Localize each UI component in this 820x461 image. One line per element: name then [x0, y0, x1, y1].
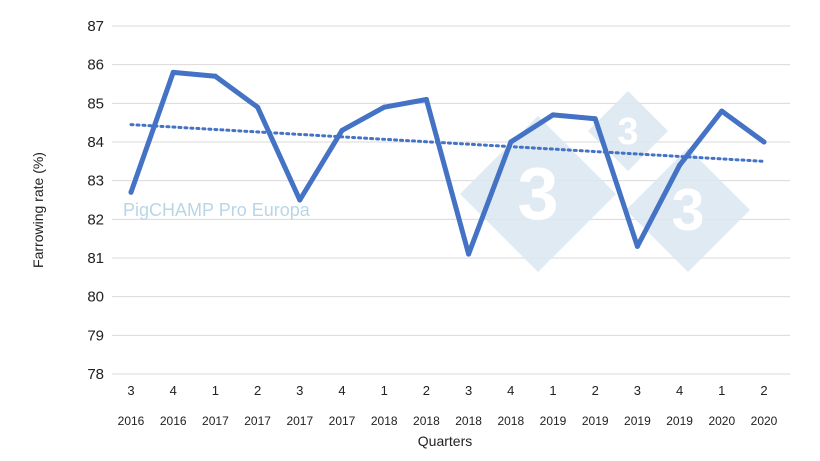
data-point — [170, 69, 176, 75]
trendline — [129, 123, 766, 163]
data-point — [550, 112, 556, 118]
x-tick-year: 2018 — [371, 414, 398, 428]
watermark-glyph: 3 — [517, 152, 558, 235]
y-tick-label: 79 — [87, 327, 104, 344]
x-tick-year: 2017 — [329, 414, 356, 428]
x-tick-year: 2016 — [160, 414, 187, 428]
x-tick-quarter: 2 — [760, 383, 767, 398]
y-tick-label: 86 — [87, 57, 104, 74]
x-tick-year: 2017 — [202, 414, 229, 428]
data-point — [508, 139, 514, 145]
data-point — [761, 139, 767, 145]
data-point — [128, 189, 134, 195]
x-tick-quarter: 2 — [423, 383, 430, 398]
watermark-diamond — [626, 148, 750, 272]
x-tick-year: 2019 — [624, 414, 651, 428]
y-axis-title: Farrowing rate (%) — [30, 152, 46, 268]
x-tick-quarter: 1 — [381, 383, 388, 398]
y-tick-label: 78 — [87, 366, 104, 383]
y-tick-label: 82 — [87, 211, 104, 228]
x-tick-quarter: 4 — [170, 383, 177, 398]
y-tick-label: 80 — [87, 289, 104, 306]
x-tick-year: 2020 — [708, 414, 735, 428]
series-line — [128, 69, 767, 257]
x-tick-quarter: 3 — [634, 383, 641, 398]
x-tick-quarter: 2 — [592, 383, 599, 398]
data-point — [255, 104, 261, 110]
data-point — [381, 104, 387, 110]
data-point — [677, 162, 683, 168]
watermark-glyph: 3 — [672, 177, 705, 243]
x-tick-year: 2018 — [455, 414, 482, 428]
x-tick-year: 2016 — [118, 414, 145, 428]
x-tick-quarter: 2 — [254, 383, 261, 398]
data-point — [297, 197, 303, 203]
x-tick-quarter: 4 — [676, 383, 683, 398]
watermark-text: PigCHAMP Pro Europa — [123, 200, 311, 220]
x-tick-quarter: 3 — [296, 383, 303, 398]
x-tick-year: 2018 — [497, 414, 524, 428]
x-tick-year: 2019 — [582, 414, 609, 428]
x-axis-title: Quarters — [418, 433, 472, 449]
y-tick-label: 83 — [87, 173, 104, 190]
data-point — [339, 127, 345, 133]
x-tick-quarter: 1 — [549, 383, 556, 398]
x-tick-quarter: 1 — [212, 383, 219, 398]
y-tick-label: 84 — [87, 134, 104, 151]
x-tick-year: 2017 — [286, 414, 313, 428]
watermark-glyph: 3 — [617, 111, 638, 153]
x-tick-year: 2020 — [751, 414, 778, 428]
data-point — [212, 73, 218, 79]
data-point — [592, 116, 598, 122]
x-tick-quarter: 4 — [338, 383, 345, 398]
x-tick-year: 2018 — [413, 414, 440, 428]
x-tick-labels: 3 2016 4 2016 1 2017 2 2017 3 2017 4 2017 1 2018 2 2018… — [118, 383, 778, 428]
data-point — [719, 108, 725, 114]
data-point — [466, 251, 472, 257]
x-tick-quarter: 4 — [507, 383, 514, 398]
watermark: 333 PigCHAMP Pro Europa — [123, 91, 750, 272]
y-tick-label: 87 — [87, 18, 104, 35]
y-tick-label: 81 — [87, 250, 104, 267]
watermark-diamond — [460, 116, 616, 272]
x-tick-year: 2019 — [540, 414, 567, 428]
watermark-logo-icon: 333 — [460, 91, 750, 272]
x-tick-year: 2017 — [244, 414, 271, 428]
x-tick-quarter: 3 — [127, 383, 134, 398]
data-point — [634, 243, 640, 249]
series-layer — [128, 69, 767, 257]
y-tick-labels: 78 79 80 81 82 83 84 85 86 87 — [87, 18, 104, 383]
x-tick-year: 2019 — [666, 414, 693, 428]
x-tick-quarter: 1 — [718, 383, 725, 398]
data-point — [423, 96, 429, 102]
x-tick-quarter: 3 — [465, 383, 472, 398]
y-tick-label: 85 — [87, 95, 104, 112]
